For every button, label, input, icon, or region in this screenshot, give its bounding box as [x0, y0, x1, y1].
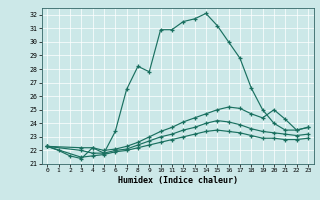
- X-axis label: Humidex (Indice chaleur): Humidex (Indice chaleur): [118, 176, 237, 185]
